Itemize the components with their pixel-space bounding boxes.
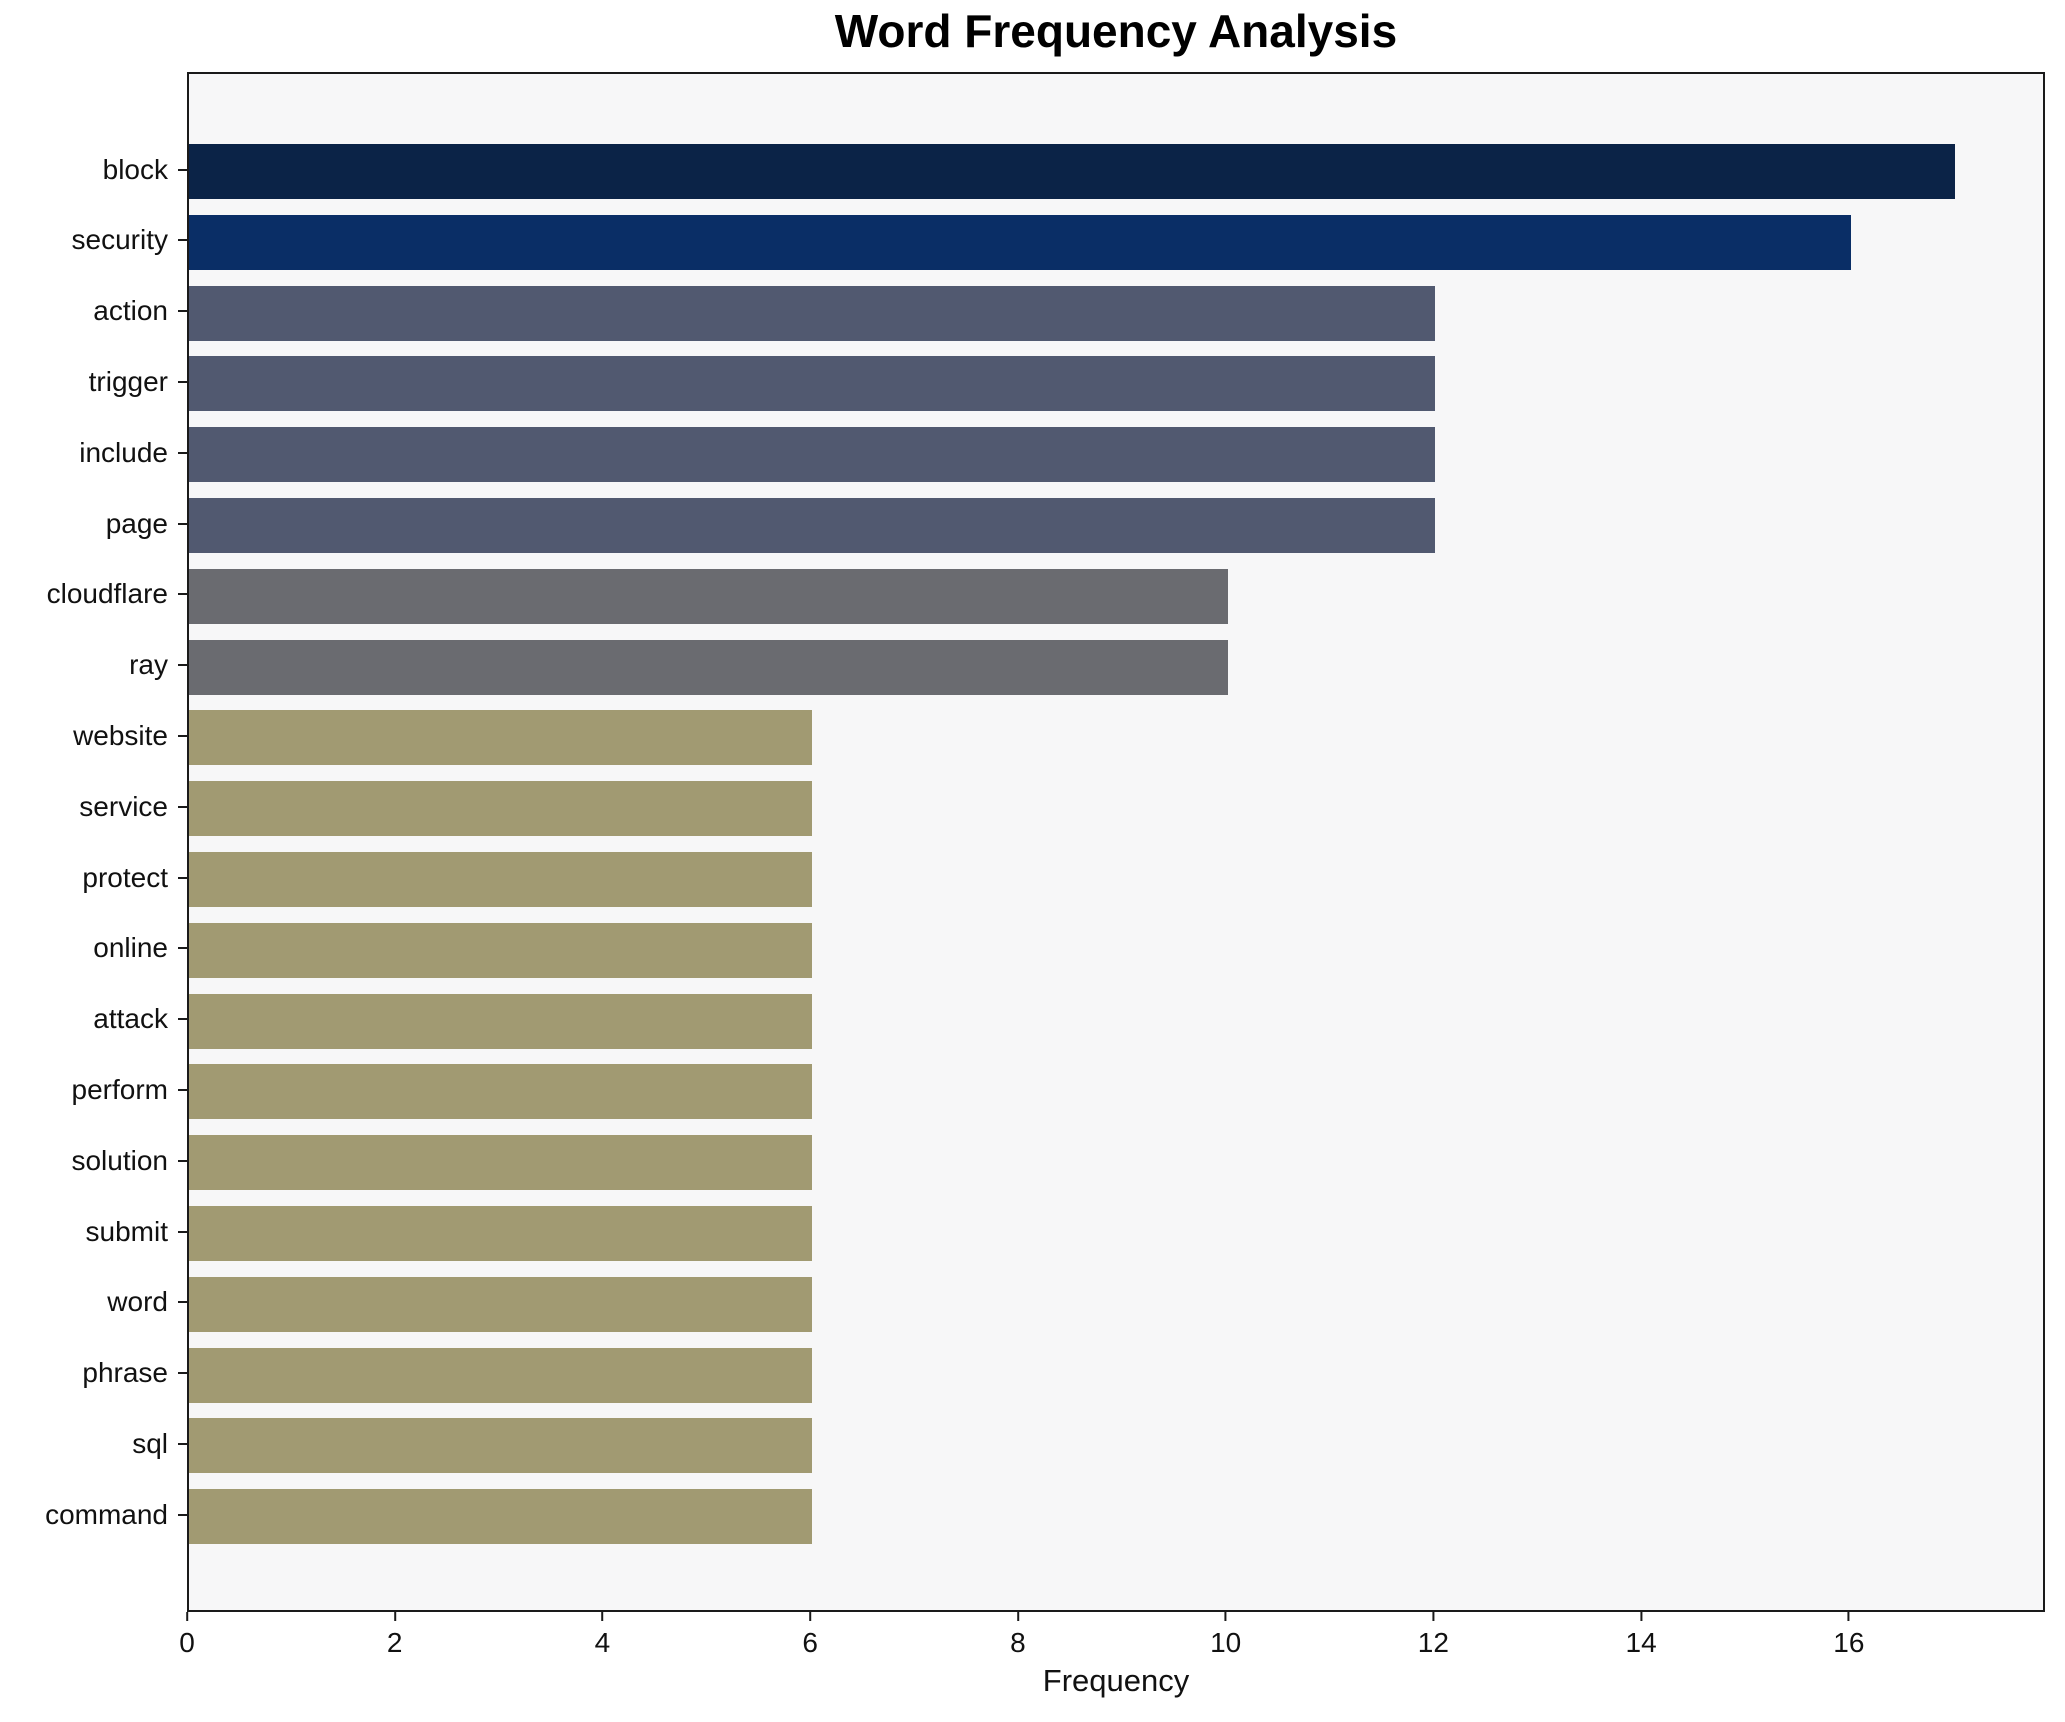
x-tick-4: 4 [594, 1612, 611, 1659]
x-tick-mark [1640, 1612, 1643, 1621]
y-tick-label-website: website [73, 719, 168, 751]
y-tick-label-trigger: trigger [88, 365, 168, 397]
y-tick-mark [178, 1088, 187, 1091]
x-tick-label: 10 [1210, 1627, 1242, 1658]
x-tick-label: 6 [802, 1627, 818, 1658]
y-tick-label-include: include [79, 436, 168, 468]
y-tick-mark [178, 1372, 187, 1375]
y-tick-label-action: action [93, 295, 168, 327]
bar-ray [189, 639, 1228, 695]
x-tick-label: 2 [386, 1627, 403, 1658]
x-tick-mark [809, 1612, 812, 1621]
y-tick-mark [178, 522, 187, 525]
x-tick-0: 0 [179, 1612, 195, 1659]
bar-phrase [189, 1347, 813, 1403]
bar-block [189, 144, 1955, 199]
bar-command [189, 1489, 813, 1545]
bar-security [189, 214, 1851, 270]
bar-action [189, 285, 1436, 341]
y-tick-mark [178, 168, 187, 171]
x-tick-label: 12 [1417, 1627, 1449, 1658]
bar-perform [189, 1064, 813, 1120]
x-tick-16: 16 [1833, 1612, 1864, 1659]
bar-solution [189, 1135, 813, 1191]
bar-include [189, 427, 1436, 483]
bar-service [189, 781, 813, 837]
y-tick-label-cloudflare: cloudflare [46, 578, 168, 610]
chart-title: Word Frequency Analysis [834, 5, 1398, 57]
y-tick-mark [178, 1018, 187, 1021]
bar-sql [189, 1418, 813, 1474]
y-tick-label-submit: submit [85, 1215, 168, 1247]
bar-cloudflare [189, 568, 1228, 624]
x-tick-mark [185, 1612, 188, 1621]
x-tick-mark [601, 1612, 604, 1621]
x-tick-mark [1016, 1612, 1019, 1621]
x-tick-label: 8 [1010, 1627, 1026, 1658]
y-tick-mark [178, 593, 187, 596]
x-tick-8: 8 [1010, 1612, 1026, 1659]
x-tick-12: 12 [1418, 1612, 1449, 1659]
y-tick-label-sql: sql [132, 1427, 168, 1459]
y-tick-mark [178, 805, 187, 808]
y-tick-mark [178, 310, 187, 313]
bar-word [189, 1276, 813, 1332]
bar-website [189, 710, 813, 766]
x-tick-2: 2 [387, 1612, 403, 1659]
y-tick-label-attack: attack [93, 1003, 168, 1035]
x-axis-label: Frequency [1042, 1663, 1190, 1698]
y-tick-mark [178, 451, 187, 454]
x-axis-ticks: 0 2 4 6 8 10 12 14 16 [179, 1612, 2045, 1682]
plot-area [187, 72, 2045, 1612]
x-tick-mark [393, 1612, 396, 1621]
y-tick-label-phrase: phrase [82, 1357, 168, 1389]
y-tick-mark [178, 1159, 187, 1162]
x-tick-6: 6 [802, 1612, 818, 1659]
y-tick-mark [178, 1442, 187, 1445]
y-tick-mark [178, 876, 187, 879]
y-tick-mark [178, 1301, 187, 1304]
y-tick-mark [178, 947, 187, 950]
x-tick-label: 16 [1833, 1627, 1865, 1658]
x-tick-label: 14 [1625, 1627, 1657, 1658]
bar-submit [189, 1206, 813, 1261]
y-tick-mark [178, 734, 187, 737]
y-tick-mark [178, 664, 187, 667]
bar-protect [189, 852, 813, 907]
x-tick-mark [1847, 1612, 1850, 1621]
y-tick-label-word: word [107, 1286, 168, 1318]
x-tick-14: 14 [1626, 1612, 1657, 1659]
x-tick-label: 0 [179, 1627, 195, 1658]
y-tick-mark [178, 1513, 187, 1516]
y-tick-label-page: page [105, 507, 168, 539]
y-axis-labels: block security action trigger include page clo… [0, 72, 187, 1612]
bar-trigger [189, 356, 1436, 412]
bar-page [189, 498, 1436, 553]
y-tick-label-block: block [102, 153, 168, 185]
x-tick-label: 4 [594, 1627, 611, 1658]
bar-online [189, 922, 813, 978]
y-tick-mark [178, 380, 187, 383]
x-tick-mark [1224, 1612, 1227, 1621]
y-tick-label-command: command [45, 1498, 168, 1530]
x-tick-mark [1432, 1612, 1435, 1621]
bar-attack [189, 993, 813, 1049]
y-tick-label-security: security [71, 224, 168, 256]
y-tick-label-ray: ray [129, 649, 168, 681]
y-tick-label-perform: perform [71, 1073, 168, 1105]
y-tick-label-online: online [93, 932, 168, 964]
y-tick-mark [178, 1230, 187, 1233]
y-tick-label-service: service [79, 790, 168, 822]
x-tick-10: 10 [1210, 1612, 1241, 1659]
y-tick-mark [178, 239, 187, 242]
y-tick-label-solution: solution [71, 1144, 168, 1176]
y-tick-label-protect: protect [82, 861, 168, 893]
